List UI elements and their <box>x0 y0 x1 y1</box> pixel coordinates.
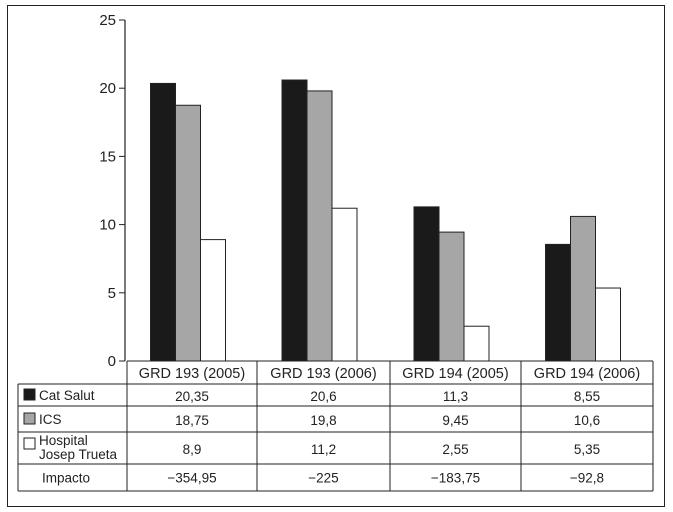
data-label: 19,8 <box>310 413 336 428</box>
impact-value: −354,95 <box>167 471 216 486</box>
category-label: GRD 193 (2006) <box>270 366 376 382</box>
bar-hospital-josep-trueta <box>331 207 358 362</box>
data-label: 5,35 <box>574 442 600 457</box>
impact-value: −183,75 <box>431 471 480 486</box>
impact-label: Impacto <box>42 471 90 486</box>
bar-ics <box>175 104 201 362</box>
category-label: GRD 193 (2005) <box>139 366 245 382</box>
bar-ics <box>306 90 333 362</box>
category-label: GRD 194 (2005) <box>402 366 508 382</box>
legend-label: Cat Salut <box>39 388 95 403</box>
category-label: GRD 194 (2006) <box>534 366 640 382</box>
data-label: 2,55 <box>442 442 468 457</box>
data-label: 10,6 <box>574 413 600 428</box>
legend-swatch <box>23 412 36 425</box>
bar-ics <box>570 215 596 362</box>
data-label: 11,3 <box>443 389 468 404</box>
y-tick-label: 0 <box>108 353 116 370</box>
y-tick-label: 5 <box>108 285 116 302</box>
legend-swatch <box>23 388 36 401</box>
legend-label: Josep Trueta <box>39 447 118 462</box>
data-label: 9,45 <box>442 413 468 428</box>
data-label: 11,2 <box>311 442 336 457</box>
data-label: 20,35 <box>175 389 209 404</box>
impact-value: −92,8 <box>570 471 604 486</box>
legend-label: ICS <box>39 412 62 427</box>
y-tick-label: 15 <box>99 148 116 165</box>
bar-cat-salut <box>150 82 176 362</box>
bar-ics <box>438 231 465 362</box>
impact-value: −225 <box>308 471 338 486</box>
bar-cat-salut <box>281 79 308 362</box>
data-label: 20,6 <box>310 389 336 404</box>
data-label: 8,55 <box>574 389 600 404</box>
bar-hospital-josep-trueta <box>200 239 226 362</box>
data-label: 18,75 <box>175 413 209 428</box>
data-label: 8,9 <box>183 442 202 457</box>
y-tick-label: 20 <box>99 80 116 97</box>
y-tick-label: 10 <box>99 217 116 234</box>
bar-cat-salut <box>413 206 440 362</box>
chart-frame <box>7 5 665 507</box>
bar-hospital-josep-trueta <box>595 287 621 362</box>
y-tick-label: 25 <box>99 12 116 29</box>
bar-hospital-josep-trueta <box>463 325 490 362</box>
bar-cat-salut <box>545 243 571 362</box>
legend-swatch <box>23 437 36 450</box>
legend-label: Hospital <box>39 433 88 448</box>
